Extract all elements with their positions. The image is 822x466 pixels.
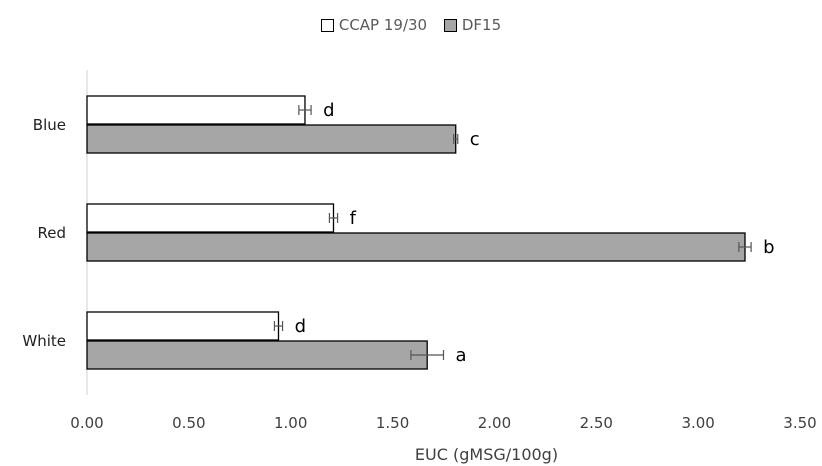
- x-tick-label: 1.00: [274, 414, 307, 432]
- category-label-red: Red: [38, 224, 67, 242]
- bar-red-s1: [86, 232, 746, 262]
- x-axis-title: EUC (gMSG/100g): [415, 445, 558, 464]
- x-tick-label: 2.00: [478, 414, 511, 432]
- x-tick-label: 3.50: [783, 414, 816, 432]
- bar-white-s1: [86, 340, 428, 370]
- category-label-blue: Blue: [33, 116, 66, 134]
- x-tick-label: 0.00: [70, 414, 103, 432]
- bar-white-s0: [86, 311, 280, 341]
- legend-item-df15: DF15: [443, 16, 502, 34]
- legend-label-ccap: CCAP 19/30: [338, 16, 428, 34]
- x-tick-label: 0.50: [172, 414, 205, 432]
- legend-item-ccap: CCAP 19/30: [320, 16, 428, 34]
- legend-swatch-ccap: [320, 18, 334, 32]
- legend-swatch-df15: [443, 18, 457, 32]
- bar-blue-s0: [86, 95, 306, 125]
- legend: CCAP 19/30 DF15: [0, 16, 822, 36]
- bar-red-s0: [86, 203, 335, 233]
- significance-label-red-s1: b: [763, 237, 774, 258]
- x-tick-label: 1.50: [376, 414, 409, 432]
- significance-label-white-s1: a: [456, 345, 467, 366]
- category-label-white: White: [22, 332, 66, 350]
- legend-label-df15: DF15: [461, 16, 502, 34]
- significance-label-blue-s1: c: [470, 129, 480, 150]
- significance-label-red-s0: f: [350, 208, 357, 229]
- bar-blue-s1: [86, 124, 457, 154]
- significance-label-white-s0: d: [295, 316, 306, 337]
- significance-label-blue-s0: d: [323, 100, 334, 121]
- x-tick-label: 3.00: [681, 414, 714, 432]
- x-tick-label: 2.50: [580, 414, 613, 432]
